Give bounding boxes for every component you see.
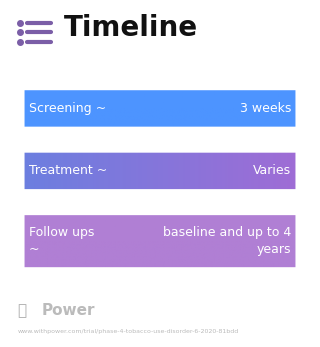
Text: Timeline: Timeline [64,14,198,42]
Text: Power: Power [42,303,95,318]
Text: www.withpower.com/trial/phase-4-tobacco-use-disorder-6-2020-81bdd: www.withpower.com/trial/phase-4-tobacco-… [18,329,239,334]
Text: Ⓟ: Ⓟ [18,303,27,318]
